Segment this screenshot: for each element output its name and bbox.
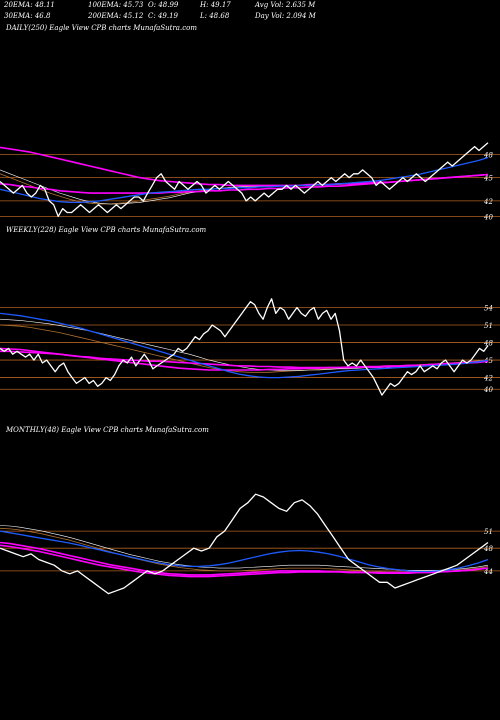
y-tick-label-2-1: 51 xyxy=(484,322,493,330)
y-tick-label-3-1: 48 xyxy=(483,545,493,553)
chart-panel-2: WEEKLY(228) Eagle View CPB charts Munafa… xyxy=(0,226,500,396)
ema20-value: 20EMA: 48.11 xyxy=(4,1,55,9)
ema-line-magenta-3 xyxy=(0,541,489,576)
ema-line-blue-2 xyxy=(0,312,489,379)
ema200-value: 200EMA: 45.12 xyxy=(88,12,144,20)
y-tick-label-1-3: 40 xyxy=(483,213,493,221)
y-tick-label-2-4: 42 xyxy=(483,375,493,383)
close-value: C: 49.19 xyxy=(148,12,178,20)
y-tick-label-1-2: 42 xyxy=(483,198,493,206)
price-line-1 xyxy=(0,142,489,218)
y-tick-label-1-1: 45 xyxy=(483,175,493,183)
y-tick-label-3-0: 51 xyxy=(484,528,493,536)
y-tick-label-1-0: 48 xyxy=(483,151,493,159)
avg-volume-value: Avg Vol: 2.635 M xyxy=(255,1,316,9)
panel-label-1: DAILY(250) Eagle View CPB charts MunafaS… xyxy=(5,24,197,32)
day-volume-value: Day Vol: 2.094 M xyxy=(255,12,316,20)
chart-panel-3: MONTHLY(48) Eagle View CPB charts Munafa… xyxy=(0,426,500,595)
price-line-3 xyxy=(0,493,489,595)
ema-line-blue-3 xyxy=(0,530,489,573)
ema30-value: 30EMA: 46.8 xyxy=(4,12,51,20)
ema-line-magenta-2 xyxy=(0,347,489,369)
chart-panel-1: DAILY(250) Eagle View CPB charts MunafaS… xyxy=(0,24,500,221)
low-value: L: 48.68 xyxy=(200,12,230,20)
y-tick-label-3-2: 44 xyxy=(483,568,493,576)
panel-label-3: MONTHLY(48) Eagle View CPB charts Munafa… xyxy=(5,426,209,434)
y-tick-label-2-5: 40 xyxy=(483,386,493,394)
y-tick-label-2-2: 48 xyxy=(483,340,493,348)
y-tick-label-2-0: 54 xyxy=(484,305,493,313)
price-line-2 xyxy=(0,298,489,396)
ema-line-brown-3 xyxy=(0,527,489,573)
ema100-value: 100EMA: 45.73 xyxy=(88,1,144,9)
open-value: O: 48.99 xyxy=(148,1,179,9)
panel-label-2: WEEKLY(228) Eagle View CPB charts Munafa… xyxy=(6,226,207,234)
ema-line-blue-1 xyxy=(0,156,489,204)
y-tick-label-2-3: 45 xyxy=(483,357,493,365)
high-value: H: 49.17 xyxy=(200,1,231,9)
